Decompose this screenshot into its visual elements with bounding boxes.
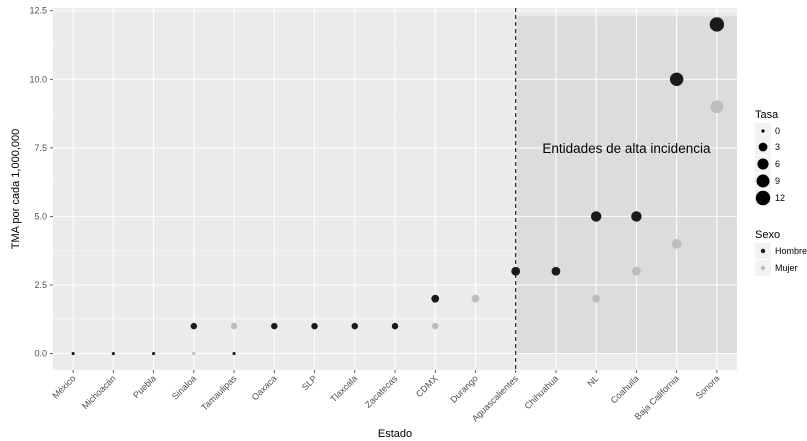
point-hombre — [71, 351, 75, 356]
point-mujer — [632, 266, 641, 276]
point-hombre — [351, 322, 358, 330]
point-hombre — [151, 351, 156, 356]
y-tick-label: 5.0 — [34, 211, 47, 221]
legend-size-label: 0 — [775, 126, 780, 136]
legend-size-label: 9 — [775, 176, 780, 186]
y-tick-label: 12.5 — [29, 6, 47, 16]
y-tick-label: 7.5 — [34, 143, 47, 153]
y-tick-label: 2.5 — [34, 280, 47, 290]
legend-sexo-title: Sexo — [755, 229, 780, 241]
point-hombre — [669, 72, 684, 87]
point-mujer — [230, 322, 238, 330]
legend-size-key — [757, 158, 769, 170]
legend-color-key — [760, 248, 766, 254]
point-hombre — [709, 17, 725, 32]
highlight-region — [515, 16, 737, 354]
legend-tasa-title: Tasa — [755, 109, 779, 121]
y-axis-title: TMA por cada 1,000,000 — [10, 129, 22, 249]
legend-size-key — [761, 129, 765, 133]
y-tick-label: 10.0 — [29, 74, 47, 84]
legend-size-key — [756, 174, 770, 188]
legend-size-label: 3 — [775, 142, 780, 152]
legend-size-key — [755, 190, 771, 206]
y-axis-ticks: 0.0 2.5 5.0 7.5 10.0 12.5 — [29, 6, 53, 359]
point-hombre — [590, 211, 602, 222]
y-tick-label: 0.0 — [34, 349, 47, 359]
point-hombre — [551, 266, 561, 276]
point-mujer — [471, 294, 480, 303]
point-hombre — [311, 322, 318, 330]
point-hombre — [271, 322, 278, 330]
point-mujer — [710, 100, 724, 114]
point-hombre — [631, 211, 642, 222]
legend-size-key — [758, 142, 768, 152]
point-hombre — [190, 322, 198, 330]
x-axis-title: Estado — [378, 428, 412, 440]
legend-color-label: Mujer — [775, 263, 798, 273]
point-mujer — [671, 239, 682, 249]
point-hombre — [232, 351, 236, 356]
point-mujer — [592, 294, 601, 303]
legend-color-key — [760, 265, 766, 271]
point-hombre — [391, 322, 399, 330]
legend-tasa: Tasa 0 3 6 9 12 — [755, 109, 785, 206]
point-mujer — [192, 351, 196, 356]
point-hombre — [511, 266, 521, 276]
legend-size-label: 6 — [775, 159, 780, 169]
point-hombre — [431, 294, 440, 303]
data-points — [71, 17, 725, 356]
point-mujer — [432, 322, 439, 330]
legend-color-label: Hombre — [775, 246, 807, 256]
legend-size-label: 12 — [775, 193, 785, 203]
legend-sexo: Sexo Hombre Mujer — [755, 229, 807, 276]
annotation: Entidades de alta incidencia — [542, 141, 711, 156]
highlight-region-group — [515, 16, 737, 354]
point-hombre — [111, 351, 115, 356]
